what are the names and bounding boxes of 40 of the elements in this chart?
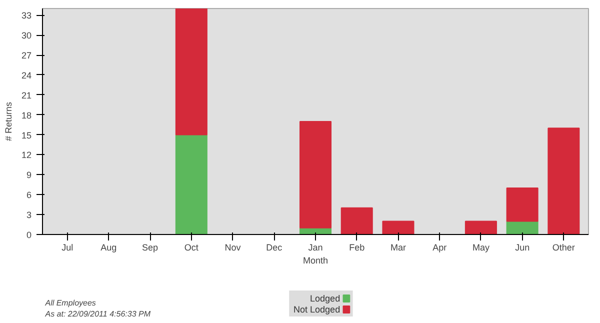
y-tick-label: 15	[21, 130, 32, 140]
text: All Employees	[44, 298, 96, 308]
bar	[548, 128, 580, 234]
x-tick-label: May	[472, 242, 490, 252]
bar	[382, 220, 414, 234]
bar	[175, 8, 208, 136]
x-tick-label: Jan	[308, 242, 323, 252]
x-tick-label: Oct	[184, 242, 199, 252]
x-tick-label: Dec	[266, 242, 283, 252]
y-tick-label: 9	[26, 170, 32, 180]
legend-label: Not Lodged	[294, 304, 340, 314]
y-tick-label: 0	[26, 230, 32, 240]
y-tick-label: 30	[21, 30, 32, 41]
bar	[506, 220, 538, 234]
y-tick-label: 33	[21, 10, 32, 21]
y-tick-label: 21	[21, 90, 32, 100]
x-tick-label: Other	[552, 242, 575, 252]
x-tick-label: Mar	[390, 242, 406, 252]
text: As at: 22/09/2011 4:56:33 PM	[44, 310, 151, 318]
y-tick-label: 18	[21, 110, 32, 120]
x-axis-title: Month	[302, 256, 328, 266]
x-tick-label: Jun	[515, 242, 530, 252]
bar	[506, 187, 538, 222]
x-tick-label: Aug	[100, 242, 117, 252]
y-axis-title: # Returns	[3, 101, 14, 142]
bar	[299, 121, 332, 228]
bar	[175, 134, 208, 234]
x-tick-label: Sep	[142, 242, 158, 252]
y-tick-label: 6	[26, 190, 32, 200]
bar	[464, 220, 497, 234]
bar	[340, 207, 373, 234]
y-tick-label: 27	[21, 50, 32, 61]
y-tick-label: 12	[21, 150, 32, 160]
x-tick-label: Apr	[432, 242, 447, 252]
y-tick-label: 24	[21, 70, 32, 80]
x-tick-label: Jul	[62, 242, 74, 252]
y-tick-label: 3	[26, 210, 32, 220]
x-tick-label: Nov	[224, 242, 242, 252]
legend-label: Lodged	[310, 294, 340, 304]
x-tick-label: Feb	[349, 242, 365, 252]
